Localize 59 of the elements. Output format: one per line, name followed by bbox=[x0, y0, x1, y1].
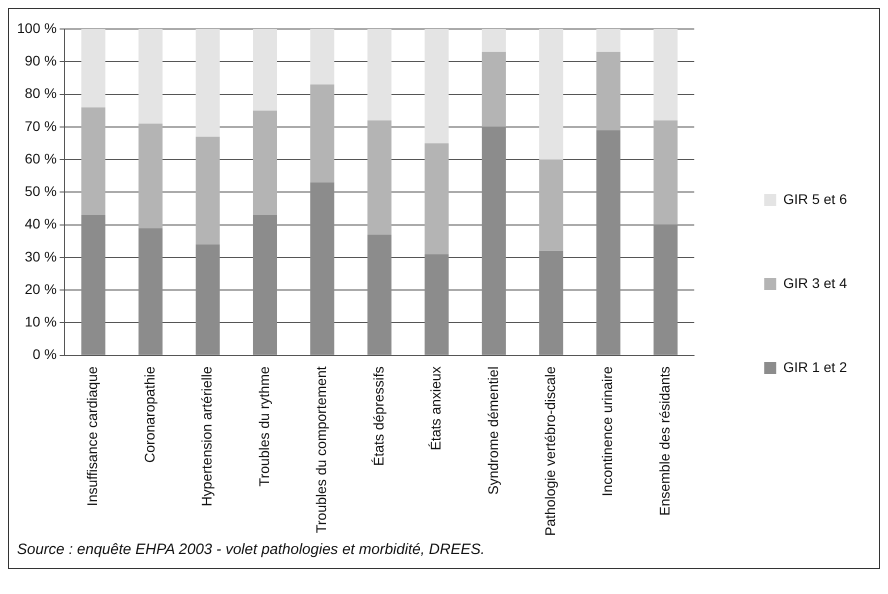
bar bbox=[424, 254, 449, 355]
bar bbox=[196, 244, 220, 355]
bar bbox=[482, 126, 506, 355]
x-tick-label: Hypertension artérielle bbox=[198, 366, 215, 506]
bar bbox=[196, 136, 220, 244]
x-tick-label: Troubles du rythme bbox=[256, 366, 272, 486]
bar bbox=[310, 84, 334, 182]
bar bbox=[196, 29, 220, 137]
bar bbox=[252, 110, 278, 216]
legend-label: GIR 5 et 6 bbox=[783, 190, 848, 207]
x-tick-label: Troubles du comportement bbox=[313, 366, 330, 534]
bar bbox=[539, 160, 564, 251]
bar bbox=[310, 182, 334, 355]
y-tick-label: 20 % bbox=[24, 280, 57, 297]
bar bbox=[138, 124, 163, 228]
bar bbox=[81, 107, 106, 216]
bar bbox=[654, 224, 678, 355]
bar bbox=[539, 29, 564, 160]
x-tick-label: Pathologie vertébro-discale bbox=[542, 366, 558, 536]
x-tick-label: Incontinence urinaire bbox=[599, 366, 616, 496]
bar bbox=[367, 234, 392, 355]
source-note: Source : enquête EHPA 2003 - volet pathologies et morbidité, DREES. bbox=[16, 540, 486, 560]
bar bbox=[596, 52, 620, 130]
y-tick-label: 100 % bbox=[16, 20, 57, 36]
bar bbox=[596, 130, 620, 355]
bar bbox=[539, 250, 564, 355]
bar bbox=[654, 29, 678, 120]
y-tick-label: 90 % bbox=[24, 52, 57, 68]
bar bbox=[596, 29, 620, 52]
x-tick-label: Coronaropathie bbox=[141, 366, 158, 463]
bar bbox=[81, 29, 106, 108]
legend-label: GIR 1 et 2 bbox=[783, 358, 848, 375]
y-tick-label: 40 % bbox=[24, 216, 57, 232]
x-tick-label: États anxieux bbox=[428, 366, 444, 450]
bar bbox=[252, 215, 278, 355]
bar bbox=[310, 29, 334, 84]
bar bbox=[482, 29, 506, 52]
legend-label: GIR 3 et 4 bbox=[783, 274, 848, 291]
bar bbox=[424, 29, 449, 144]
y-tick-label: 80 % bbox=[24, 85, 57, 102]
y-tick-label: 60 % bbox=[24, 150, 57, 166]
y-tick-label: 70 % bbox=[24, 118, 57, 134]
bar bbox=[482, 52, 506, 127]
y-tick-label: 50 % bbox=[24, 183, 57, 200]
x-tick-label: Insuffisance cardiaque bbox=[84, 366, 100, 506]
bar bbox=[252, 29, 278, 111]
bar bbox=[81, 215, 106, 355]
x-tick-label: Ensemble des résidants bbox=[656, 366, 672, 516]
y-tick-label: 0 % bbox=[32, 346, 57, 362]
bar bbox=[138, 228, 163, 355]
bar bbox=[367, 120, 392, 235]
bar bbox=[424, 143, 449, 254]
x-tick-label: États dépressifs bbox=[370, 366, 386, 466]
bar bbox=[138, 29, 163, 124]
bar bbox=[654, 120, 678, 225]
bar bbox=[367, 29, 392, 120]
y-tick-label: 10 % bbox=[24, 314, 57, 330]
y-tick-label: 30 % bbox=[24, 248, 57, 264]
x-tick-label: Syndrome démentiel bbox=[484, 366, 501, 495]
